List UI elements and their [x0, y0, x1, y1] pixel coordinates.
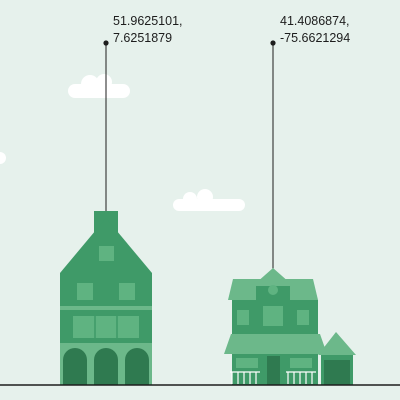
european-townhouse-icon	[60, 211, 152, 385]
longitude-label: -75.6621294	[280, 31, 351, 45]
map-pin-2	[270, 40, 276, 270]
cloud-icon	[0, 152, 6, 164]
latitude-label: 41.4086874,	[280, 14, 350, 28]
latitude-label: 51.9625101,	[113, 14, 183, 28]
longitude-label: 7.6251879	[113, 31, 173, 45]
american-house-icon	[224, 268, 356, 385]
cloud-icon	[173, 189, 245, 211]
coordinate-label-1: 51.9625101, 7.6251879	[113, 13, 183, 47]
coordinate-label-2: 41.4086874, -75.6621294	[280, 13, 350, 47]
cloud-icon	[68, 74, 130, 98]
map-pin-1	[103, 40, 109, 211]
